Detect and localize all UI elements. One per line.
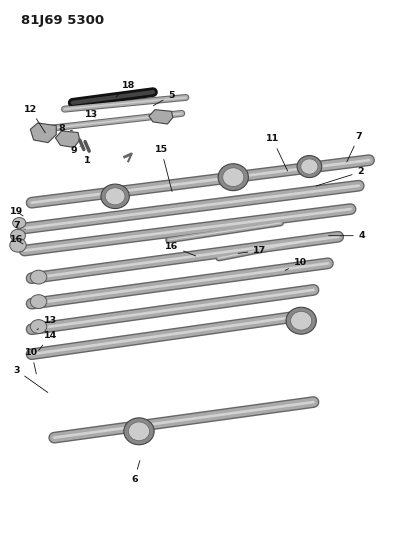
Ellipse shape bbox=[124, 418, 154, 445]
Ellipse shape bbox=[291, 311, 312, 330]
Text: 10: 10 bbox=[285, 258, 307, 270]
Ellipse shape bbox=[218, 164, 248, 191]
Text: 13: 13 bbox=[85, 110, 98, 119]
Text: 18: 18 bbox=[116, 81, 135, 97]
Text: 1: 1 bbox=[84, 156, 90, 165]
Text: 16: 16 bbox=[10, 236, 23, 245]
Text: 12: 12 bbox=[24, 104, 45, 133]
Polygon shape bbox=[149, 110, 173, 124]
Ellipse shape bbox=[128, 422, 150, 441]
Text: 5: 5 bbox=[153, 91, 175, 106]
Text: 15: 15 bbox=[154, 145, 172, 191]
Ellipse shape bbox=[30, 270, 47, 284]
Ellipse shape bbox=[11, 229, 25, 242]
Polygon shape bbox=[55, 131, 80, 148]
Ellipse shape bbox=[30, 295, 47, 309]
Text: 7: 7 bbox=[13, 221, 25, 230]
Text: 4: 4 bbox=[329, 231, 366, 240]
Text: 9: 9 bbox=[71, 146, 80, 155]
Ellipse shape bbox=[297, 156, 322, 177]
Text: 17: 17 bbox=[238, 246, 267, 255]
Text: 16: 16 bbox=[165, 242, 196, 256]
Text: 10: 10 bbox=[25, 348, 38, 374]
Text: 13: 13 bbox=[37, 316, 57, 330]
Text: 2: 2 bbox=[316, 167, 364, 186]
Polygon shape bbox=[30, 123, 56, 143]
Text: 8: 8 bbox=[58, 124, 73, 133]
Text: 3: 3 bbox=[13, 366, 48, 392]
Ellipse shape bbox=[101, 184, 129, 208]
Text: 14: 14 bbox=[39, 331, 57, 350]
Ellipse shape bbox=[301, 159, 318, 174]
Ellipse shape bbox=[13, 217, 26, 228]
Text: 11: 11 bbox=[266, 134, 287, 171]
Ellipse shape bbox=[105, 188, 125, 205]
Text: 7: 7 bbox=[347, 132, 362, 162]
Text: 19: 19 bbox=[10, 207, 23, 216]
Ellipse shape bbox=[30, 320, 47, 334]
Text: 6: 6 bbox=[131, 461, 140, 483]
Ellipse shape bbox=[286, 308, 316, 334]
Ellipse shape bbox=[10, 238, 26, 252]
Ellipse shape bbox=[223, 168, 244, 187]
Text: 81J69 5300: 81J69 5300 bbox=[21, 14, 104, 27]
